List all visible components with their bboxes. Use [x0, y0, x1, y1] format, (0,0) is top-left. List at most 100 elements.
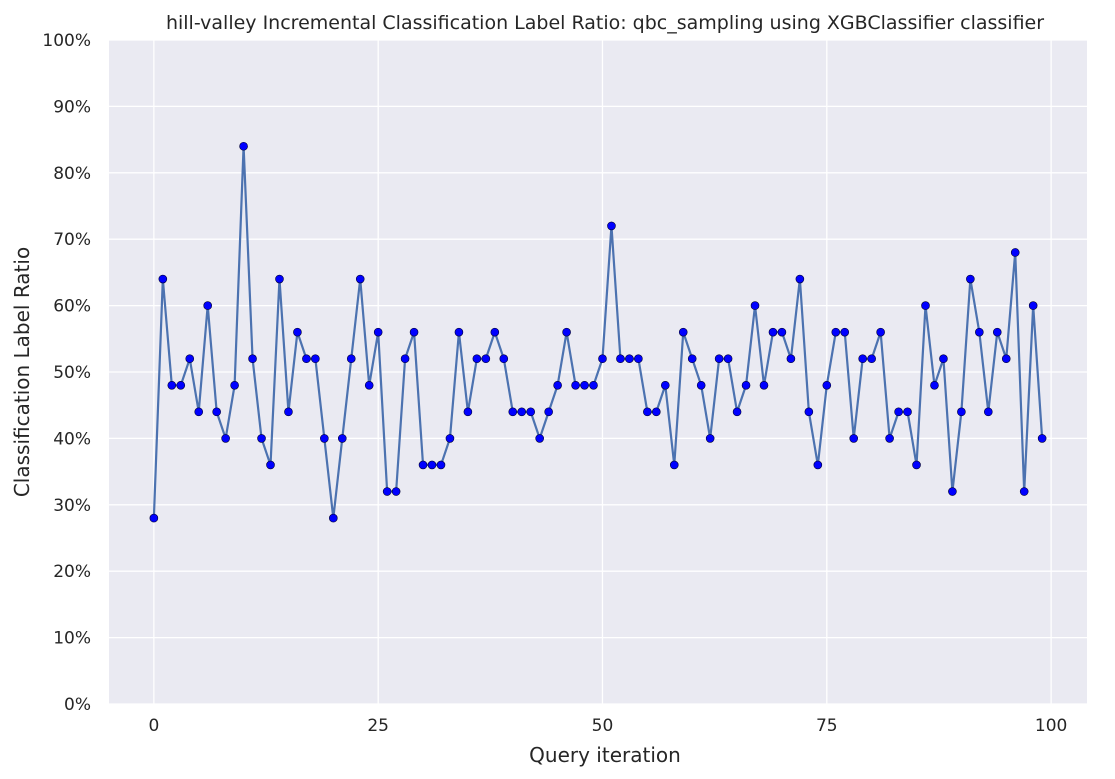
data-point	[867, 354, 876, 364]
data-point	[382, 487, 392, 496]
y-tick-label: 30%	[53, 496, 91, 516]
y-tick-label: 80%	[53, 164, 91, 184]
data-point	[266, 460, 275, 470]
data-point	[1019, 487, 1029, 496]
data-point	[418, 460, 428, 470]
data-point	[652, 407, 661, 417]
data-point	[526, 407, 536, 417]
data-point	[876, 327, 885, 337]
data-point	[759, 380, 769, 390]
y-tick-label: 90%	[53, 97, 91, 117]
data-point	[768, 327, 778, 337]
data-point	[212, 407, 221, 417]
data-point	[589, 380, 598, 390]
data-point	[696, 380, 706, 390]
y-tick-label: 50%	[53, 363, 91, 383]
data-point	[912, 460, 921, 470]
y-tick-label: 100%	[42, 31, 91, 51]
tick-labels: 0% 10% 20% 30% 40% 50% 60% 70% 80% 90% 100% 0 25 50 75…	[42, 31, 1067, 736]
data-point	[723, 354, 733, 364]
data-point	[948, 487, 957, 496]
series-layer	[149, 141, 1047, 523]
data-point	[302, 354, 311, 364]
data-point	[992, 327, 1002, 337]
x-tick-label: 50	[592, 716, 614, 736]
data-point	[777, 327, 787, 337]
data-point	[472, 354, 482, 364]
data-point	[149, 513, 159, 523]
data-point	[714, 354, 724, 364]
data-point	[239, 141, 248, 151]
data-point	[786, 354, 796, 364]
data-point	[346, 354, 356, 364]
x-tick-label: 0	[148, 716, 159, 736]
y-tick-label: 70%	[53, 230, 91, 250]
data-point	[194, 407, 204, 417]
y-axis-label: Classification Label Ratio	[10, 247, 34, 497]
data-point	[669, 460, 679, 470]
data-point	[275, 274, 284, 284]
data-point	[158, 274, 168, 284]
data-point	[257, 434, 266, 443]
data-point	[454, 327, 464, 337]
data-point	[490, 327, 500, 337]
data-point	[643, 407, 652, 417]
data-point	[1001, 354, 1011, 364]
data-point	[553, 380, 562, 390]
data-point	[499, 354, 509, 364]
x-tick-label: 25	[367, 716, 389, 736]
data-point	[634, 354, 643, 364]
data-point	[678, 327, 688, 337]
data-point	[427, 460, 437, 470]
data-point	[625, 354, 634, 364]
data-point	[966, 274, 975, 284]
data-point	[221, 434, 230, 443]
data-point	[939, 354, 948, 364]
data-point	[858, 354, 867, 364]
data-point	[903, 407, 912, 417]
data-point	[320, 434, 329, 443]
y-tick-label: 40%	[53, 429, 91, 449]
chart-title: hill-valley Incremental Classification L…	[166, 12, 1044, 34]
data-point	[930, 380, 939, 390]
data-point	[885, 434, 894, 443]
data-point	[337, 434, 347, 443]
data-point	[849, 434, 859, 443]
data-point	[284, 407, 293, 417]
data-point	[562, 327, 571, 337]
data-point	[544, 407, 553, 417]
data-point	[598, 354, 607, 364]
data-point	[984, 407, 993, 417]
data-point	[687, 354, 697, 364]
data-point	[1010, 248, 1020, 257]
data-point	[1028, 301, 1038, 310]
data-point	[373, 327, 383, 337]
grid	[109, 39, 1087, 705]
y-tick-label: 20%	[53, 562, 91, 582]
data-point	[831, 327, 841, 337]
data-point	[660, 380, 670, 390]
data-point	[795, 274, 805, 284]
data-point	[741, 380, 751, 390]
data-point	[508, 407, 518, 417]
data-point	[616, 354, 625, 364]
data-point	[705, 434, 715, 443]
data-point	[517, 407, 527, 417]
data-point	[203, 301, 212, 310]
data-point	[329, 513, 338, 523]
data-point	[535, 434, 544, 443]
data-point	[822, 380, 832, 390]
data-point	[400, 354, 410, 364]
data-point	[481, 354, 491, 364]
x-axis-label: Query iteration	[529, 743, 681, 767]
data-point	[957, 407, 966, 417]
y-tick-label: 0%	[64, 695, 91, 715]
data-point	[975, 327, 984, 337]
data-point	[813, 460, 823, 470]
data-point	[580, 380, 589, 390]
data-point	[445, 434, 455, 443]
data-point	[248, 354, 257, 364]
data-point	[355, 274, 365, 284]
data-point	[607, 221, 616, 231]
